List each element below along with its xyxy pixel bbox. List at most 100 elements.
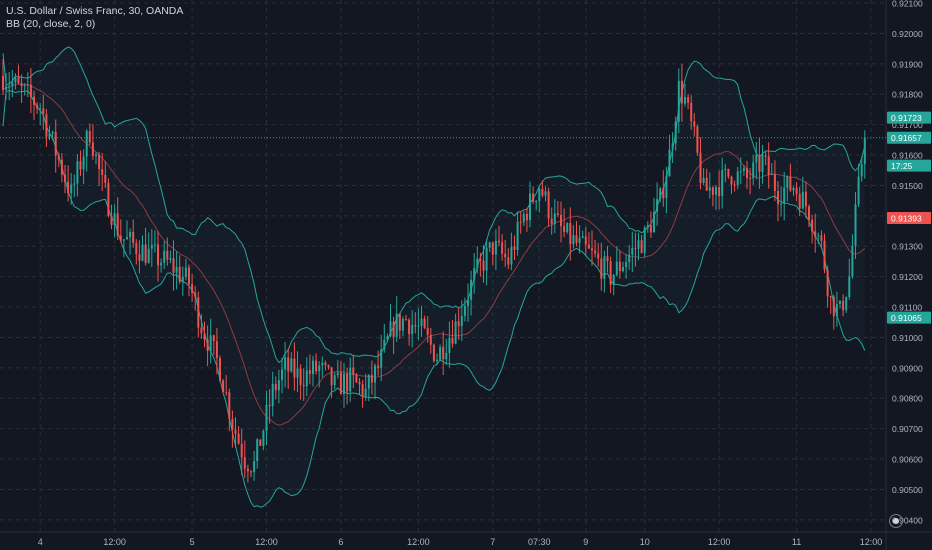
candle <box>8 72 11 101</box>
candle-body <box>780 203 783 205</box>
candle <box>764 151 767 166</box>
candle-body <box>284 357 287 370</box>
candle <box>349 357 352 403</box>
candle-body <box>761 155 764 172</box>
candle-body <box>804 191 807 207</box>
candle <box>808 204 810 228</box>
candle-body <box>668 149 671 177</box>
candle <box>144 227 147 266</box>
candle-body <box>854 204 857 246</box>
candle <box>355 373 358 384</box>
candle <box>476 246 479 274</box>
candle-body <box>308 370 311 374</box>
candle-body <box>628 254 631 262</box>
candle-body <box>560 214 562 227</box>
candle-body <box>194 292 197 297</box>
price-label-tag: 17:25 <box>887 159 931 172</box>
candle-body <box>439 346 442 360</box>
candle <box>510 232 513 271</box>
candle <box>761 144 764 184</box>
candle-body <box>184 267 187 277</box>
candle <box>730 175 733 194</box>
candle-body <box>327 364 330 368</box>
candle <box>646 221 649 233</box>
price-label-bg <box>887 131 931 144</box>
y-tick-label: 0.92000 <box>892 29 923 39</box>
candle-body <box>677 80 680 122</box>
candle-body <box>696 126 699 153</box>
candle-body <box>457 321 460 327</box>
symbol-title[interactable]: U.S. Dollar / Swiss Franc, 30, OANDA <box>6 5 184 17</box>
candle-body <box>432 344 435 362</box>
candle <box>832 294 835 330</box>
candle <box>274 376 277 400</box>
candle <box>184 258 187 281</box>
candle-body <box>752 162 755 179</box>
candle <box>789 163 792 193</box>
candle-body <box>60 159 63 175</box>
candle-body <box>392 321 395 337</box>
candle-body <box>758 155 761 172</box>
candle <box>674 116 677 151</box>
candle-body <box>401 319 404 331</box>
candle-body <box>411 324 414 335</box>
candle <box>457 307 460 340</box>
candle-body <box>798 193 801 209</box>
candle <box>330 366 333 398</box>
candle <box>584 226 587 256</box>
candle-body <box>513 246 516 250</box>
scale-settings-icon[interactable] <box>889 514 903 528</box>
band-fill <box>3 47 865 508</box>
candle <box>281 357 283 394</box>
candle-body <box>23 85 26 87</box>
candle-body <box>26 84 29 86</box>
candle-body <box>742 168 745 172</box>
candle <box>76 154 79 197</box>
candle <box>485 239 488 286</box>
candle <box>442 331 445 376</box>
candle-body <box>445 352 448 360</box>
candle <box>755 141 758 180</box>
candle-body <box>57 155 60 160</box>
candle <box>829 295 832 314</box>
candle <box>265 390 268 445</box>
candle <box>758 137 761 189</box>
candle-body <box>529 193 531 221</box>
x-tick-label: 12:00 <box>708 537 731 547</box>
candle-body <box>132 231 135 243</box>
candle <box>70 173 73 205</box>
candle <box>98 151 101 187</box>
candle <box>305 357 308 397</box>
candle-body <box>591 248 593 251</box>
candle-body <box>85 131 88 157</box>
candle <box>11 69 14 98</box>
candle-body <box>39 108 42 110</box>
candle-body <box>20 82 23 87</box>
candle <box>172 240 175 291</box>
x-tick-label: 6 <box>338 537 343 547</box>
candle-body <box>374 365 376 383</box>
candle-body <box>237 433 240 444</box>
price-label-tag: 0.91393 <box>887 211 931 224</box>
x-tick-label: 5 <box>190 537 195 547</box>
candle-body <box>318 365 321 372</box>
candle <box>2 59 4 95</box>
candle-body <box>336 372 339 376</box>
candle <box>578 225 581 254</box>
candle <box>321 356 324 378</box>
candle <box>721 157 724 209</box>
candle-body <box>358 382 361 385</box>
candle-body <box>321 362 324 366</box>
candle <box>91 124 94 160</box>
candle-body <box>578 237 581 243</box>
candle-body <box>727 168 730 177</box>
candle <box>119 219 122 243</box>
indicator-legend[interactable]: BB (20, close, 2, 0) <box>6 18 96 30</box>
candle-body <box>612 274 615 285</box>
candle-body <box>609 261 612 285</box>
candle <box>826 265 829 308</box>
candle <box>26 72 29 98</box>
candle-body <box>135 242 138 255</box>
candle-body <box>783 187 786 204</box>
